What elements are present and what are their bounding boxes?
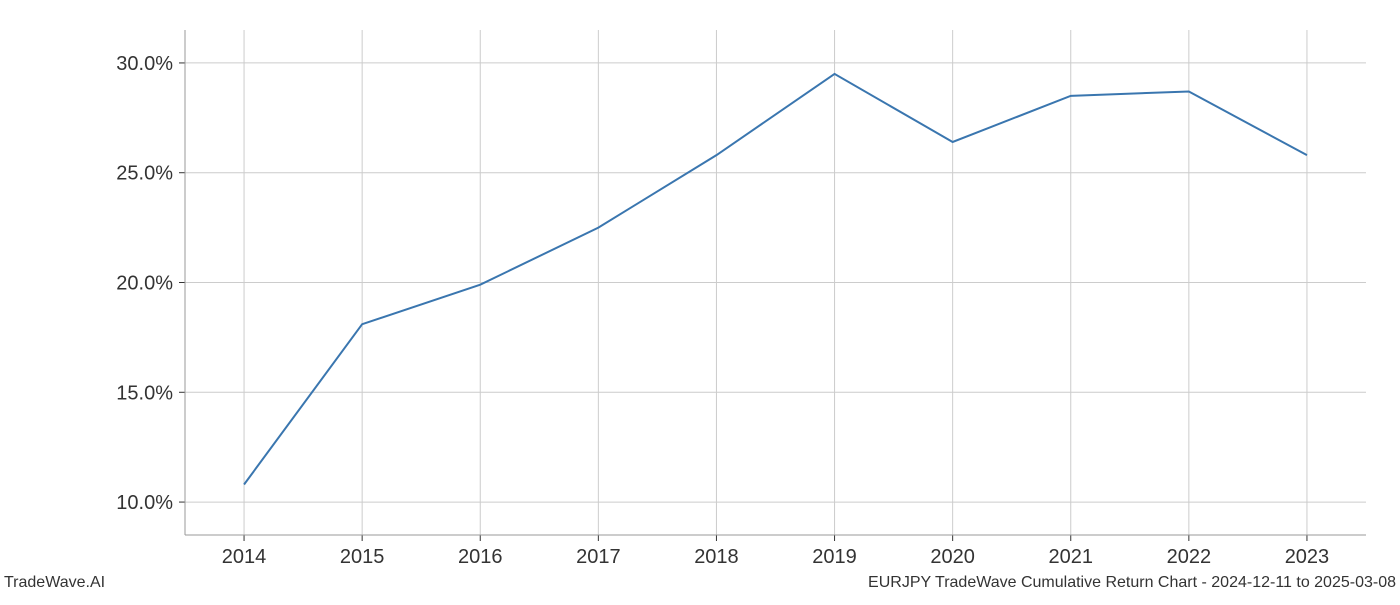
svg-text:2018: 2018 <box>694 546 739 568</box>
svg-text:15.0%: 15.0% <box>116 382 173 404</box>
svg-text:2023: 2023 <box>1285 546 1330 568</box>
chart-container: 2014 2015 2016 2017 2018 2019 2020 2021 2022 2023… <box>0 0 1400 600</box>
svg-text:30.0%: 30.0% <box>116 53 173 75</box>
svg-text:2022: 2022 <box>1167 546 1212 568</box>
svg-text:2019: 2019 <box>812 546 857 568</box>
svg-text:2020: 2020 <box>930 546 975 568</box>
footer-right-text: EURJPY TradeWave Cumulative Return Chart… <box>868 574 1396 592</box>
svg-text:20.0%: 20.0% <box>116 273 173 295</box>
line-chart: 2014 2015 2016 2017 2018 2019 2020 2021 2022 2023… <box>0 0 1400 600</box>
svg-text:2015: 2015 <box>340 546 385 568</box>
footer-left-text: TradeWave.AI <box>4 574 105 592</box>
svg-text:2016: 2016 <box>458 546 503 568</box>
svg-text:2017: 2017 <box>576 546 621 568</box>
svg-text:2014: 2014 <box>222 546 267 568</box>
svg-text:25.0%: 25.0% <box>116 163 173 185</box>
svg-text:10.0%: 10.0% <box>116 492 173 514</box>
svg-text:2021: 2021 <box>1049 546 1094 568</box>
